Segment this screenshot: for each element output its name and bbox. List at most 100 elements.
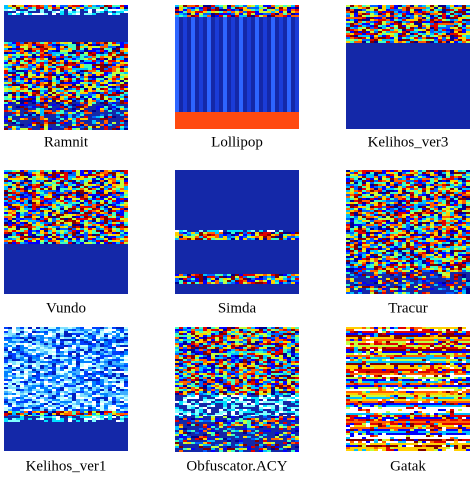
image-pixel bbox=[378, 172, 382, 174]
image-pixel bbox=[263, 238, 267, 240]
image-pixel bbox=[124, 64, 128, 66]
image-pixel bbox=[120, 224, 124, 226]
image-pixel bbox=[108, 52, 112, 54]
image-pixel bbox=[366, 19, 370, 21]
image-pixel bbox=[442, 216, 446, 218]
image-pixel bbox=[402, 174, 406, 176]
image-pixel bbox=[291, 274, 295, 276]
image-pixel bbox=[386, 236, 390, 238]
image-pixel bbox=[346, 206, 350, 208]
image-pixel bbox=[84, 200, 88, 202]
image-pixel bbox=[68, 178, 72, 180]
image-pixel bbox=[350, 202, 354, 204]
image-pixel bbox=[406, 232, 410, 234]
image-pixel bbox=[231, 276, 235, 278]
image-pixel bbox=[60, 48, 64, 50]
image-pixel bbox=[12, 114, 16, 116]
image-pixel bbox=[48, 218, 52, 220]
image-pixel bbox=[358, 35, 362, 37]
image-pixel bbox=[108, 90, 112, 92]
image-pixel bbox=[295, 276, 299, 278]
image-pixel bbox=[8, 68, 12, 70]
image-pixel bbox=[44, 214, 48, 216]
image-pixel bbox=[76, 100, 80, 102]
image-pixel bbox=[64, 82, 68, 84]
image-pixel bbox=[44, 62, 48, 64]
image-pixel bbox=[16, 200, 20, 202]
image-pixel bbox=[40, 86, 44, 88]
image-pixel bbox=[120, 198, 124, 200]
image-pixel bbox=[195, 5, 199, 7]
image-pixel bbox=[466, 244, 470, 246]
image-pixel bbox=[442, 220, 446, 222]
image-pixel bbox=[227, 236, 231, 238]
image-pixel bbox=[76, 186, 80, 188]
image-pixel bbox=[207, 236, 211, 238]
image-pixel bbox=[398, 33, 402, 35]
image-pixel bbox=[390, 198, 394, 200]
image-pixel bbox=[36, 104, 40, 106]
image-pixel bbox=[458, 172, 462, 174]
image-pixel bbox=[124, 206, 128, 208]
image-pixel bbox=[406, 170, 410, 172]
image-pixel bbox=[48, 50, 52, 52]
image-pixel bbox=[92, 82, 96, 84]
image-pixel bbox=[64, 72, 68, 74]
image-pixel bbox=[462, 222, 466, 224]
image-pixel bbox=[346, 224, 350, 226]
image-pixel bbox=[402, 31, 406, 33]
image-pixel bbox=[438, 7, 442, 9]
image-pixel bbox=[275, 280, 279, 282]
image-pixel bbox=[394, 21, 398, 23]
image-pixel bbox=[350, 15, 354, 17]
image-pixel bbox=[72, 84, 76, 86]
image-pixel bbox=[458, 228, 462, 230]
image-pixel bbox=[370, 21, 374, 23]
image-pixel bbox=[36, 44, 40, 46]
image-pixel bbox=[370, 240, 374, 242]
image-pixel bbox=[207, 238, 211, 240]
image-pixel bbox=[108, 198, 112, 200]
image-pixel bbox=[231, 230, 235, 232]
image-pixel bbox=[191, 5, 195, 7]
image-pixel bbox=[48, 192, 52, 194]
image-pixel bbox=[346, 228, 350, 230]
image-pixel bbox=[382, 230, 386, 232]
image-pixel bbox=[64, 7, 68, 9]
image-pixel bbox=[96, 60, 100, 62]
image-pixel bbox=[390, 33, 394, 35]
image-pixel bbox=[92, 230, 96, 232]
image-pixel bbox=[426, 226, 430, 228]
image-pixel bbox=[382, 37, 386, 39]
image-pixel bbox=[36, 46, 40, 48]
image-pixel bbox=[179, 15, 183, 17]
image-pixel bbox=[370, 194, 374, 196]
image-pixel bbox=[100, 214, 104, 216]
image-pixel bbox=[402, 204, 406, 206]
image-pixel bbox=[418, 224, 422, 226]
image-pixel bbox=[72, 9, 76, 11]
image-pixel bbox=[92, 226, 96, 228]
image-pixel bbox=[390, 242, 394, 244]
image-pixel bbox=[76, 48, 80, 50]
image-pixel bbox=[8, 100, 12, 102]
image-pixel bbox=[20, 200, 24, 202]
image-pixel bbox=[179, 274, 183, 276]
image-pixel bbox=[112, 214, 116, 216]
image-pixel bbox=[358, 25, 362, 27]
image-pixel bbox=[279, 5, 283, 7]
image-pixel bbox=[48, 90, 52, 92]
image-pixel bbox=[8, 58, 12, 60]
image-pixel bbox=[462, 192, 466, 194]
image-pixel bbox=[28, 220, 32, 222]
image-pixel bbox=[410, 230, 414, 232]
image-pixel bbox=[4, 102, 8, 104]
image-pixel bbox=[36, 190, 40, 192]
image-pixel bbox=[406, 17, 410, 19]
image-pixel bbox=[346, 238, 350, 240]
image-pixel bbox=[60, 44, 64, 46]
image-pixel bbox=[394, 206, 398, 208]
image-pixel bbox=[362, 172, 366, 174]
image-pixel bbox=[124, 50, 128, 52]
image-pixel bbox=[462, 224, 466, 226]
